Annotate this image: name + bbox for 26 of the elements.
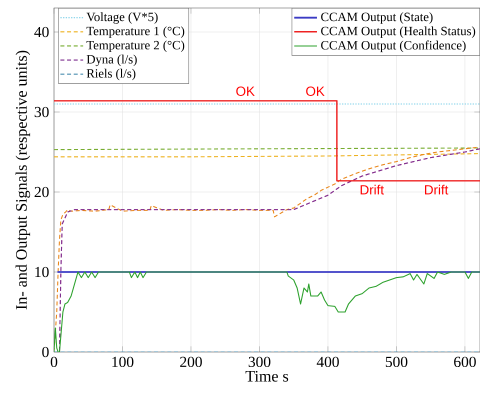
y-axis-title: In- and Output Signals (respective units) [16, 50, 30, 310]
x-tick-label: 400 [316, 356, 339, 368]
annotation: Drift [424, 184, 448, 195]
x-axis-title: Time s [246, 370, 288, 382]
x-tick-label: 0 [50, 356, 58, 368]
y-tick-label: 40 [34, 26, 49, 38]
x-tick-label: 500 [386, 356, 408, 368]
annotation: OK [306, 86, 325, 96]
y-tick-label: 20 [34, 186, 49, 198]
legend-label: Voltage (V*5) [86, 12, 158, 24]
legend-label: CCAM Output (Confidence) [321, 40, 466, 52]
legend-label: Riels (l/s) [86, 68, 136, 80]
legend-label: CCAM Output (State) [321, 12, 433, 24]
legend-label: CCAM Output (Health Status) [321, 26, 476, 38]
y-tick-label: 10 [35, 266, 49, 278]
y-tick-label: 0 [42, 346, 49, 358]
x-tick-label: 200 [180, 356, 202, 368]
annotation: OK [236, 86, 255, 96]
x-tick-label: 600 [454, 356, 476, 368]
x-tick-label: 100 [112, 356, 134, 368]
y-tick-label: 30 [34, 106, 49, 118]
x-tick-label: 300 [248, 356, 270, 368]
annotation: Drift [360, 184, 384, 195]
legend-label: Dyna (l/s) [86, 54, 137, 66]
legend-label: Temperature 2 (°C) [86, 40, 184, 52]
legend-label: Temperature 1 (°C) [86, 26, 184, 38]
